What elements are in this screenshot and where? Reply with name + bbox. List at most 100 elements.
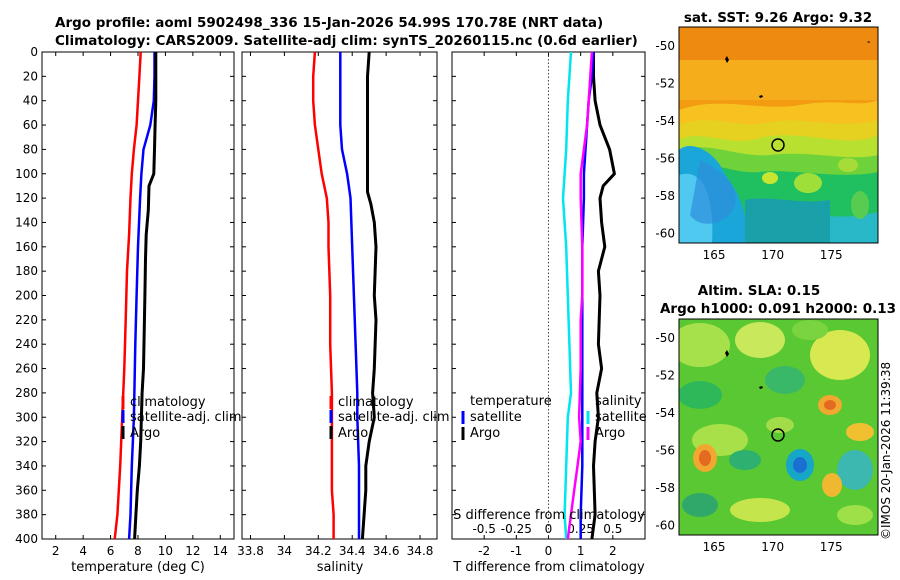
x-tick-label: 34 [277,544,292,558]
map-y-tick-label: -52 [655,368,675,382]
y-tick-label: 160 [15,240,38,254]
map-x-tick-label: 170 [761,248,784,262]
difference-xlabel: T difference from climatology [452,560,645,575]
sst-map-title: sat. SST: 9.26 Argo: 9.32 [684,10,872,26]
sst-coastline [725,41,870,98]
sla-map-title-line1: Altim. SLA: 0.15 [698,283,820,299]
map-y-tick-label: -52 [655,76,675,90]
series-line-satellite-adj-clim [127,52,156,539]
x-tick-label: 0 [545,544,553,558]
x2-tick-label: -0.5 [472,522,495,536]
y-tick-label: 220 [15,313,38,327]
x-tick-label: 6 [107,544,115,558]
map-x-tick-label: 175 [820,540,843,554]
x-tick-label: 34.8 [407,544,434,558]
legend-label-s-argo: Argo [595,426,625,441]
y-tick-label: 380 [15,508,38,522]
series-line-argo [360,52,378,539]
map-y-tick-label: -50 [655,39,675,53]
temperature-legend: climatology satellite-adj. clim Argo [121,395,242,441]
figure-title-line1: Argo profile: aoml 5902498_336 15-Jan-20… [55,15,603,31]
salinity-panel-series [311,52,378,539]
map-y-tick-label: -60 [655,519,675,533]
legend-label-climatology: climatology [130,395,206,410]
sla-map-image [679,319,878,535]
y-tick-label: 400 [15,532,38,546]
sst-map-frame [678,26,879,244]
y-tick-label: 340 [15,459,38,473]
salinity-legend: climatology satellite-adj. clim Argo [329,395,450,441]
x-tick-label: -1 [510,544,522,558]
map-y-tick-label: -56 [655,443,675,457]
y-tick-label: 20 [23,69,38,83]
x-tick-label: 12 [185,544,200,558]
temperature-panel-series [113,52,158,539]
x2-tick-label: -0.25 [501,522,532,536]
y-tick-label: 320 [15,435,38,449]
y-tick-label: 0 [30,45,38,59]
series-line-argo [133,52,158,539]
legend-title-salinity: salinity [595,394,642,409]
legend-label-climatology: climatology [338,395,414,410]
x-tick-label: 1 [577,544,585,558]
map-y-tick-label: -50 [655,331,675,345]
series-line-climatology [311,52,335,539]
y-tick-label: 100 [15,167,38,181]
y-tick-label: 140 [15,215,38,229]
sla-map-title-line2: Argo h1000: 0.091 h2000: 0.13 [660,301,896,317]
sla-map-frame [678,318,879,536]
y-tick-label: 80 [23,142,38,156]
difference-legend: temperature satellite Argo salinity sate… [461,394,647,441]
map-y-tick-label: -54 [655,114,675,128]
sla-argo-marker [771,428,785,442]
axes-layer: 2 4 6 8 10 12 14020406080100120140160180200220… [15,39,843,558]
map-y-tick-label: -58 [655,189,675,203]
legend-label-argo: Argo [338,426,368,441]
series-line-satellite-adj-clim [339,52,361,539]
map-x-tick-label: 165 [703,248,726,262]
legend-label-argo: Argo [130,426,160,441]
x-tick-label: 10 [158,544,173,558]
series-line-t-argo-diff [590,52,616,539]
legend-label-satellite: satellite-adj. clim [338,410,450,425]
temperature-xlabel: temperature (deg C) [71,560,205,575]
y-tick-label: 60 [23,118,38,132]
legend-label-satellite: satellite-adj. clim [130,410,242,425]
y-tick-label: 180 [15,264,38,278]
y-tick-label: 120 [15,191,38,205]
x-tick-label: 34.2 [305,544,332,558]
y-tick-label: 300 [15,410,38,424]
difference-x2label: S difference from climatology [453,508,645,523]
x-tick-label: 8 [134,544,142,558]
salinity-xlabel: salinity [317,560,364,575]
map-y-tick-label: -60 [655,227,675,241]
x-tick-label: 2 [52,544,60,558]
y-tick-label: 260 [15,362,38,376]
map-y-tick-label: -56 [655,151,675,165]
x2-tick-label: 0.5 [603,522,622,536]
y-tick-label: 200 [15,289,38,303]
sst-map-image [679,27,878,243]
legend-title-temperature: temperature [470,394,552,409]
figure-title-line2: Climatology: CARS2009. Satellite-adj cli… [55,33,638,49]
x-tick-label: 4 [79,544,87,558]
y-tick-label: 280 [15,386,38,400]
x-tick-label: 14 [213,544,228,558]
legend-label-t-argo: Argo [470,426,500,441]
map-x-tick-label: 170 [761,540,784,554]
map-x-tick-label: 165 [703,540,726,554]
x-tick-label: -2 [478,544,490,558]
map-y-tick-label: -54 [655,406,675,420]
series-line-t-satellite-diff [561,52,573,539]
legend-label-s-satellite: satellite [595,410,647,425]
y-tick-label: 240 [15,337,38,351]
x-tick-label: 2 [609,544,617,558]
x-tick-label: 34.4 [339,544,366,558]
imos-watermark: ©IMOS 20-Jan-2026 11:39:38 [879,362,893,540]
series-line-s-argo-diff [566,52,594,539]
sla-coastline [725,350,763,389]
sst-argo-marker [771,138,785,152]
difference-panel-series [561,52,616,539]
x-tick-label: 34.6 [373,544,400,558]
